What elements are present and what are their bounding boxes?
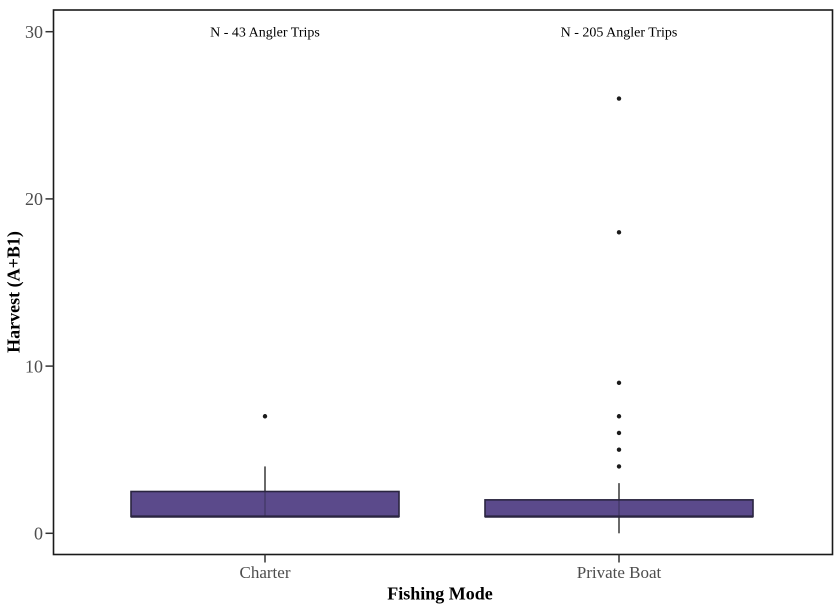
y-tick-label: 20: [25, 189, 43, 209]
panel-border: [52, 9, 834, 556]
outlier-point-charter: [262, 414, 268, 419]
x-tick-label-charter: Charter: [240, 563, 291, 582]
x-tick-label-private-boat: Private Boat: [577, 563, 662, 582]
outlier-point-private-boat: [616, 414, 622, 419]
n-annotation-charter: N - 43 Angler Trips: [210, 26, 320, 41]
outlier-point-private-boat: [616, 430, 622, 436]
y-tick-label: 0: [34, 524, 43, 544]
n-annotation-private-boat: N - 205 Angler Trips: [561, 26, 678, 41]
outlier-point-private-boat: [616, 96, 622, 101]
y-tick-label: 10: [25, 356, 43, 376]
y-axis-title: Harvest (A+B1): [3, 231, 24, 353]
outlier-point-private-boat: [616, 380, 622, 386]
outlier-point-private-boat: [616, 447, 622, 452]
outlier-point-private-boat: [616, 464, 622, 469]
outlier-point-private-boat: [616, 230, 622, 235]
y-tick-label: 30: [25, 22, 43, 42]
x-axis-title: Fishing Mode: [387, 583, 493, 604]
